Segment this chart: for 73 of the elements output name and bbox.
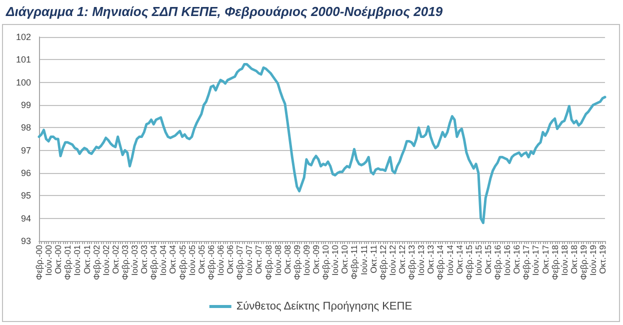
x-tick-label: Ιούν.-01 [72, 244, 82, 276]
x-tick-label: Φεβρ.-07 [234, 244, 245, 280]
x-tick-label: Οκτ.-10 [340, 244, 350, 274]
x-tick-label: Φεβρ.-05 [177, 244, 188, 280]
x-tick-label: Φεβρ.-10 [320, 244, 331, 280]
legend-label: Σύνθετος Δείκτης Προήγησης ΚΕΠΕ [236, 300, 412, 312]
x-tick-label: Οκτ.-00 [53, 244, 64, 274]
y-tick-label: 97 [20, 145, 31, 156]
x-tick-label: Φεβρ.-00 [34, 244, 44, 280]
x-tick-label: Οκτ.-03 [139, 244, 150, 274]
x-tick-label: Ιούν.-03 [130, 244, 140, 276]
x-tick-label: Οκτ.-15 [482, 244, 493, 274]
y-tick-label: 100 [16, 77, 31, 88]
chart-title: Διάγραμμα 1: Μηνιαίος ΣΔΠ ΚΕΠΕ, Φεβρουάριος 2000-Νοέμβριος 2019 [6, 4, 443, 19]
y-tick-label: 99 [20, 100, 31, 110]
x-tick-label: Οκτ.-14 [454, 244, 464, 274]
y-tick-label: 96 [20, 168, 31, 178]
x-tick-label: Ιούν.-10 [330, 244, 340, 276]
x-tick-label: Φεβρ.-01 [62, 244, 73, 280]
x-tick-label: Ιούν.-08 [272, 244, 283, 276]
x-tick-label: Φεβρ.-04 [148, 244, 159, 280]
x-tick-label: Οκτ.-18 [568, 244, 579, 274]
x-tick-label: Οκτ.-06 [225, 244, 236, 274]
y-tick-label: 94 [20, 213, 31, 224]
x-tick-label: Ιούν.-06 [216, 244, 226, 276]
x-tick-label: Οκτ.-01 [82, 244, 92, 274]
x-tick-label: Φεβρ.-14 [435, 244, 446, 280]
x-tick-label: Οκτ.-08 [282, 244, 292, 274]
x-tick-label: Ιούν.-17 [530, 244, 541, 276]
x-tick-label: Ιούν.-15 [473, 244, 484, 276]
x-tick-label: Φεβρ.-19 [578, 244, 589, 280]
x-tick-label: Ιούν.-09 [301, 244, 312, 276]
y-tick-label: 95 [20, 190, 31, 201]
x-tick-label: Φεβρ.-09 [292, 244, 302, 280]
x-tick-label: Φεβρ.-06 [206, 244, 216, 280]
x-tick-label: Οκτ.-09 [311, 244, 322, 274]
x-tick-label: Ιούν.-18 [559, 244, 570, 276]
x-tick-label: Οκτ.-07 [254, 244, 264, 274]
x-tick-label: Οκτ.-11 [368, 244, 378, 274]
x-tick-label: Ιούν.-16 [502, 244, 512, 276]
x-tick-label: Ιούν.-11 [358, 244, 369, 276]
x-tick-label: Ιούν.-00 [44, 244, 54, 276]
y-tick-label: 101 [16, 54, 31, 65]
x-tick-label: Φεβρ.-03 [120, 244, 130, 280]
x-tick-label: Οκτ.-05 [196, 244, 206, 274]
x-tick-label: Ιούν.-05 [186, 244, 197, 276]
y-tick-label: 93 [20, 236, 31, 246]
x-tick-label: Φεβρ.-16 [492, 244, 503, 280]
x-tick-label: Ιούν.-04 [158, 244, 168, 276]
x-tick-label: Φεβρ.-11 [349, 244, 360, 280]
x-tick-label: Ιούν.-14 [444, 244, 455, 276]
x-tick-label: Φεβρ.-18 [550, 244, 560, 280]
x-tick-label: Φεβρ.-08 [263, 244, 274, 280]
line-series [38, 62, 606, 224]
x-tick-label: Οκτ.-19 [598, 244, 608, 274]
x-tick-label: Φεβρ.-13 [406, 244, 417, 280]
x-tick-label: Οκτ.-16 [512, 244, 522, 274]
x-tick-label: Ιούν.-12 [387, 244, 398, 276]
x-tick-label: Οκτ.-12 [397, 244, 408, 274]
x-tick-label: Φεβρ.-12 [378, 244, 388, 280]
x-tick-label: Ιούν.-02 [100, 244, 111, 276]
x-tick-label: Ιούν.-19 [588, 244, 598, 276]
y-tick-label: 102 [16, 32, 31, 42]
y-tick-label: 98 [20, 122, 31, 133]
x-tick-label: Οκτ.-02 [110, 244, 120, 274]
x-tick-label: Ιούν.-13 [416, 244, 426, 276]
x-tick-label: Οκτ.-04 [168, 244, 178, 274]
x-tick-label: Οκτ.-13 [426, 244, 436, 274]
x-tick-label: Ιούν.-07 [244, 244, 254, 276]
x-tick-label: Οκτ.-17 [540, 244, 550, 274]
x-tick-label: Φεβρ.-17 [521, 244, 532, 280]
x-tick-label: Φεβρ.-02 [91, 244, 102, 280]
x-tick-label: Φεβρ.-15 [464, 244, 474, 280]
